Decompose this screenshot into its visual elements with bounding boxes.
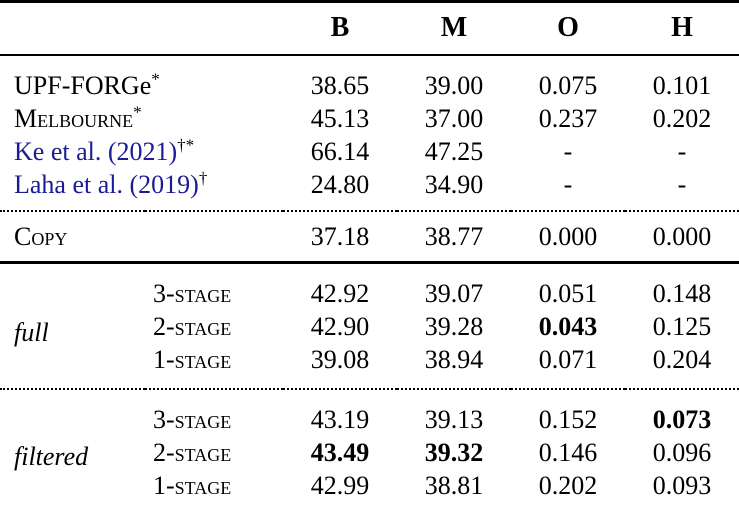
row-full-1stage: 1-stage 39.08 38.94 0.071 0.204 <box>0 343 739 389</box>
value-cell-m: 39.07 <box>424 279 484 308</box>
value-cell-b: 42.90 <box>310 312 370 341</box>
col-header-m: M <box>440 12 468 43</box>
header-row: B M O H <box>0 2 739 56</box>
stage-word: stage <box>174 471 232 500</box>
stage-word: stage <box>174 279 232 308</box>
stage-cell: 1-stage <box>145 469 283 509</box>
col-header-h: H <box>671 12 693 43</box>
stage-word: stage <box>174 405 232 434</box>
value-cell-m-best: 39.32 <box>424 438 484 467</box>
value-cell-b: 42.99 <box>310 471 370 500</box>
row-full-3stage: full 3-stage 42.92 39.07 0.051 0.148 <box>0 263 739 347</box>
row-ke-2021: Ke et al. (2021)†* 66.14 47.25 - - <box>0 135 739 168</box>
value-cell-h: 0.125 <box>652 312 712 341</box>
row-filtered-1stage: 1-stage 42.99 38.81 0.202 0.093 <box>0 469 739 509</box>
footnote-marker: †* <box>177 135 195 155</box>
value-cell-m: 39.13 <box>424 405 484 434</box>
col-header-o: O <box>557 12 579 43</box>
value-cell-b: 38.65 <box>310 71 370 100</box>
system-name: Copy <box>14 222 68 251</box>
value-cell-m: 47.25 <box>424 137 484 166</box>
footnote-marker: * <box>133 102 142 122</box>
row-filtered-3stage: filtered 3-stage 43.19 39.13 0.152 0.073 <box>0 389 739 471</box>
system-name-cell: Copy <box>0 211 283 263</box>
value-cell-o: 0.146 <box>538 438 598 467</box>
footnote-marker: * <box>151 69 160 89</box>
value-cell-m: 38.81 <box>424 471 484 500</box>
value-cell-h-best: 0.073 <box>652 405 712 434</box>
value-cell-o: 0.237 <box>538 104 598 133</box>
stage-prefix: 1- <box>153 471 175 500</box>
group-label-full: full <box>14 318 49 347</box>
value-cell-h: - <box>677 170 687 199</box>
stage-prefix: 3- <box>153 405 175 434</box>
value-cell-h: 0.101 <box>652 71 712 100</box>
value-cell-o: 0.051 <box>538 279 598 308</box>
row-melbourne: Melbourne* 45.13 37.00 0.237 0.202 <box>0 102 739 135</box>
row-filtered-2stage: 2-stage 43.49 39.32 0.146 0.096 <box>0 436 739 469</box>
stage-prefix: 2- <box>153 312 175 341</box>
value-cell-o: - <box>563 137 573 166</box>
citation-link-laha-2019[interactable]: Laha et al. (2019) <box>14 170 199 199</box>
value-cell-m: 38.94 <box>424 345 484 374</box>
group-label-filtered: filtered <box>14 441 89 471</box>
value-cell-m: 38.77 <box>424 222 484 251</box>
system-name-cell: Ke et al. (2021)†* <box>0 135 283 168</box>
stage-cell: 1-stage <box>145 343 283 389</box>
value-cell-b: 24.80 <box>310 170 370 199</box>
value-cell-o-best: 0.043 <box>538 312 598 341</box>
value-cell-m: 34.90 <box>424 170 484 199</box>
system-name: UPF-FORGe <box>14 71 152 100</box>
row-laha-2019: Laha et al. (2019)† 24.80 34.90 - - <box>0 168 739 211</box>
stage-word: stage <box>174 345 232 374</box>
stage-word: stage <box>174 312 232 341</box>
group-label-cell: full <box>0 263 145 390</box>
value-cell-b: 45.13 <box>310 104 370 133</box>
stage-prefix: 3- <box>153 279 175 308</box>
value-cell-b: 42.92 <box>310 279 370 308</box>
col-header-b: B <box>330 12 350 43</box>
value-cell-o: 0.075 <box>538 71 598 100</box>
empty-header-cell <box>0 2 283 56</box>
group-label-cell: filtered <box>0 389 145 509</box>
value-cell-o: 0.152 <box>538 405 598 434</box>
footnote-marker: † <box>198 168 208 188</box>
value-cell-h: 0.148 <box>652 279 712 308</box>
system-name-cell: Melbourne* <box>0 102 283 135</box>
value-cell-m: 37.00 <box>424 104 484 133</box>
value-cell-o: 0.202 <box>538 471 598 500</box>
stage-word: stage <box>174 438 232 467</box>
stage-cell: 3-stage <box>145 389 283 436</box>
system-name-cell: Laha et al. (2019)† <box>0 168 283 211</box>
value-cell-h: 0.093 <box>652 471 712 500</box>
value-cell-m: 39.28 <box>424 312 484 341</box>
row-upf-forge: UPF-FORGe* 38.65 39.00 0.075 0.101 <box>0 55 739 102</box>
value-cell-o: 0.071 <box>538 345 598 374</box>
stage-prefix: 2- <box>153 438 175 467</box>
value-cell-h: 0.204 <box>652 345 712 374</box>
value-cell-b: 39.08 <box>310 345 370 374</box>
value-cell-b-best: 43.49 <box>310 438 370 467</box>
stage-cell: 3-stage <box>145 263 283 311</box>
value-cell-h: - <box>677 137 687 166</box>
system-name: Melbourne <box>14 104 134 133</box>
row-full-2stage: 2-stage 42.90 39.28 0.043 0.125 <box>0 310 739 343</box>
value-cell-h: 0.000 <box>652 222 712 251</box>
value-cell-b: 66.14 <box>310 137 370 166</box>
row-copy: Copy 37.18 38.77 0.000 0.000 <box>0 211 739 263</box>
stage-cell: 2-stage <box>145 436 283 469</box>
value-cell-m: 39.00 <box>424 71 484 100</box>
system-name-cell: UPF-FORGe* <box>0 55 283 102</box>
stage-prefix: 1- <box>153 345 175 374</box>
value-cell-o: - <box>563 170 573 199</box>
value-cell-o: 0.000 <box>538 222 598 251</box>
citation-link-ke-2021[interactable]: Ke et al. (2021) <box>14 137 178 166</box>
stage-cell: 2-stage <box>145 310 283 343</box>
value-cell-h: 0.096 <box>652 438 712 467</box>
value-cell-b: 43.19 <box>310 405 370 434</box>
value-cell-h: 0.202 <box>652 104 712 133</box>
value-cell-b: 37.18 <box>310 222 370 251</box>
